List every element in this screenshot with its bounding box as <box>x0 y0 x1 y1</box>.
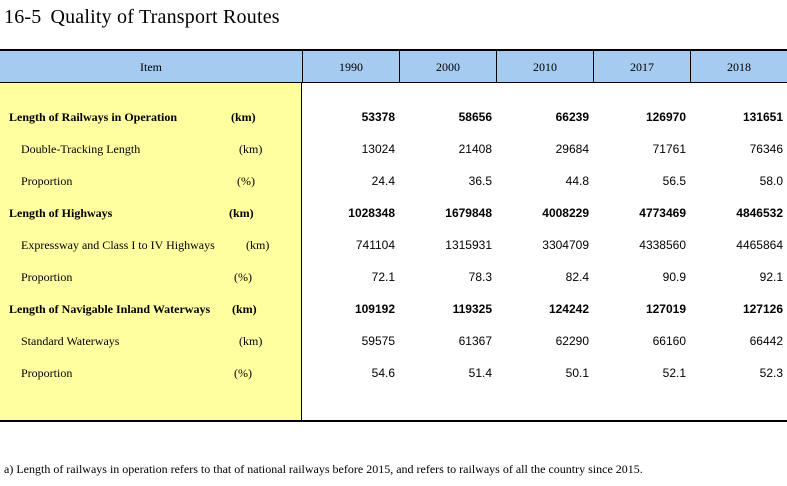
cell-value: 59575 <box>361 334 395 348</box>
header-year-2010: 2010 <box>496 51 593 82</box>
cell-value: 36.5 <box>468 174 492 188</box>
table-row: Double-Tracking Length (km) 13024 21408 … <box>0 134 787 166</box>
cell-value: 4338560 <box>639 238 686 252</box>
table-header: Item 1990 2000 2010 2017 2018 <box>0 51 787 83</box>
table-row: Proportion (%) 72.1 78.3 82.4 90.9 92.1 <box>0 262 787 294</box>
row-label: Length of Highways <box>9 206 113 220</box>
header-year-2000: 2000 <box>399 51 496 82</box>
cell-value: 66442 <box>749 334 783 348</box>
cell-value: 24.4 <box>371 174 395 188</box>
item-column-background <box>0 83 302 420</box>
table-row: Length of Highways (km) 1028348 1679848 … <box>0 198 787 230</box>
row-unit: (%) <box>234 270 252 284</box>
cell-value: 741104 <box>355 238 395 252</box>
cell-value: 58.0 <box>759 174 783 188</box>
table-row: Standard Waterways (km) 59575 61367 6229… <box>0 326 787 358</box>
row-unit: (km) <box>239 334 263 348</box>
cell-value: 109192 <box>354 302 395 316</box>
cell-value: 50.1 <box>565 366 589 380</box>
header-year-2017: 2017 <box>593 51 690 82</box>
table-number: 16-5 <box>4 6 42 28</box>
row-unit: (km) <box>229 206 254 220</box>
cell-value: 62290 <box>555 334 589 348</box>
cell-value: 4846532 <box>736 206 783 220</box>
cell-value: 92.1 <box>759 270 783 284</box>
cell-value: 1028348 <box>348 206 395 220</box>
cell-value: 52.1 <box>662 366 686 380</box>
cell-value: 58656 <box>458 110 492 124</box>
cell-value: 1679848 <box>445 206 492 220</box>
table-title: Quality of Transport Routes <box>50 6 280 28</box>
table-row: Proportion (%) 24.4 36.5 44.8 56.5 58.0 <box>0 166 787 198</box>
cell-value: 126970 <box>645 110 686 124</box>
row-label: Length of Railways in Operation <box>9 110 178 124</box>
row-unit: (%) <box>237 174 255 188</box>
table-row: Length of Navigable Inland Waterways (km… <box>0 294 787 326</box>
row-unit: (km) <box>231 110 256 124</box>
row-label: Length of Navigable Inland Waterways <box>9 302 211 316</box>
row-unit: (%) <box>234 366 252 380</box>
cell-value: 54.6 <box>371 366 395 380</box>
row-label: Proportion <box>21 270 73 284</box>
cell-value: 90.9 <box>662 270 686 284</box>
cell-value: 21408 <box>458 142 492 156</box>
cell-value: 127019 <box>645 302 686 316</box>
footnote: a) Length of railways in operation refer… <box>4 462 643 476</box>
row-unit: (km) <box>239 142 263 156</box>
row-unit: (km) <box>246 238 270 252</box>
cell-value: 124242 <box>548 302 589 316</box>
cell-value: 3304709 <box>542 238 589 252</box>
header-item: Item <box>140 60 162 74</box>
row-label: Standard Waterways <box>21 334 120 348</box>
cell-value: 52.3 <box>759 366 783 380</box>
cell-value: 4008229 <box>542 206 589 220</box>
page-title: 16-5 Quality of Transport Routes <box>4 5 280 29</box>
cell-value: 1315931 <box>445 238 492 252</box>
cell-value: 66239 <box>555 110 589 124</box>
cell-value: 131651 <box>742 110 783 124</box>
cell-value: 4773469 <box>639 206 686 220</box>
top-rule <box>0 49 787 51</box>
cell-value: 61367 <box>458 334 492 348</box>
cell-value: 29684 <box>555 142 589 156</box>
row-label: Expressway and Class I to IV Highways <box>21 238 215 252</box>
row-label: Proportion <box>21 174 73 188</box>
cell-value: 72.1 <box>371 270 395 284</box>
row-unit: (km) <box>232 302 257 316</box>
cell-value: 56.5 <box>662 174 686 188</box>
row-label: Proportion <box>21 366 73 380</box>
cell-value: 127126 <box>742 302 783 316</box>
table-row: Expressway and Class I to IV Highways (k… <box>0 230 787 262</box>
bottom-rule <box>0 420 787 422</box>
header-year-2018: 2018 <box>690 51 787 82</box>
cell-value: 119325 <box>452 302 492 316</box>
cell-value: 66160 <box>652 334 686 348</box>
cell-value: 44.8 <box>565 174 589 188</box>
cell-value: 78.3 <box>468 270 492 284</box>
row-label: Double-Tracking Length <box>21 142 141 156</box>
cell-value: 76346 <box>749 142 783 156</box>
table-row: Proportion (%) 54.6 51.4 50.1 52.1 52.3 <box>0 358 787 390</box>
cell-value: 53378 <box>361 110 395 124</box>
cell-value: 13024 <box>361 142 395 156</box>
cell-value: 82.4 <box>565 270 589 284</box>
cell-value: 71761 <box>652 142 686 156</box>
cell-value: 51.4 <box>468 366 492 380</box>
header-year-1990: 1990 <box>302 51 399 82</box>
cell-value: 4465864 <box>736 238 783 252</box>
table-row: Length of Railways in Operation (km) 533… <box>0 102 787 134</box>
